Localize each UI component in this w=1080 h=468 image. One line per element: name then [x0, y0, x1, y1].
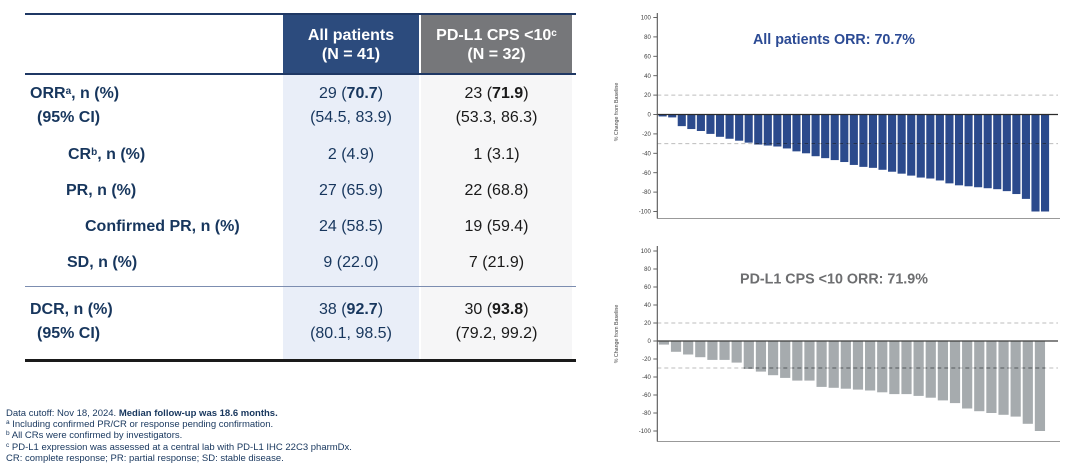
svg-text:100: 100 [641, 16, 652, 22]
svg-text:80: 80 [644, 267, 651, 273]
svg-text:0: 0 [647, 339, 651, 345]
svg-text:-100: -100 [639, 210, 652, 216]
svg-text:-20: -20 [642, 132, 651, 138]
svg-text:-40: -40 [642, 375, 651, 381]
svg-text:-60: -60 [642, 171, 651, 177]
svg-text:20: 20 [644, 321, 651, 327]
svg-text:PD-L1 CPS <10 ORR: 71.9%: PD-L1 CPS <10 ORR: 71.9% [740, 272, 928, 288]
svg-text:100: 100 [641, 249, 652, 255]
svg-text:-60: -60 [642, 393, 651, 399]
svg-text:% Change from Baseline: % Change from Baseline [614, 83, 620, 142]
svg-text:40: 40 [644, 303, 651, 309]
svg-text:% Change from Baseline: % Change from Baseline [614, 305, 620, 364]
svg-text:0: 0 [647, 113, 651, 119]
svg-text:-40: -40 [642, 151, 651, 157]
svg-text:All patients ORR: 70.7%: All patients ORR: 70.7% [753, 32, 915, 48]
svg-text:80: 80 [644, 35, 651, 41]
svg-text:-20: -20 [642, 357, 651, 363]
svg-text:-80: -80 [642, 190, 651, 196]
svg-text:60: 60 [644, 54, 651, 60]
svg-text:-80: -80 [642, 411, 651, 417]
svg-text:60: 60 [644, 285, 651, 291]
svg-text:-100: -100 [639, 429, 652, 435]
svg-text:20: 20 [644, 93, 651, 99]
svg-text:40: 40 [644, 74, 651, 80]
